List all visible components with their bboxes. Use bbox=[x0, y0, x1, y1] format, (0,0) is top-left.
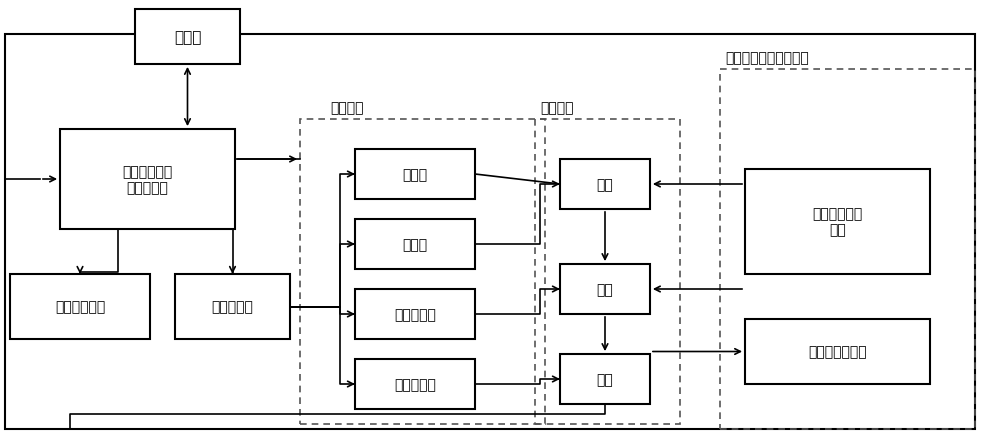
Text: 精筛: 精筛 bbox=[597, 372, 613, 386]
Bar bbox=[300, 120, 545, 424]
Text: 样品泵: 样品泵 bbox=[402, 168, 428, 182]
Bar bbox=[355, 359, 475, 409]
Bar bbox=[5, 35, 975, 429]
Bar bbox=[745, 170, 930, 274]
Text: 光信号检测系统: 光信号检测系统 bbox=[808, 345, 867, 359]
Bar bbox=[10, 274, 150, 339]
Text: 泵驱动模块: 泵驱动模块 bbox=[212, 300, 253, 314]
Text: 精筛废液泵: 精筛废液泵 bbox=[394, 377, 436, 391]
Bar bbox=[355, 150, 475, 200]
Text: 数据采集分析
与控制模块: 数据采集分析 与控制模块 bbox=[122, 165, 173, 194]
Bar bbox=[560, 265, 650, 314]
Bar bbox=[720, 70, 975, 429]
Text: 计算机: 计算机 bbox=[174, 30, 201, 45]
Text: 检测: 检测 bbox=[597, 283, 613, 297]
Bar bbox=[745, 319, 930, 384]
Bar bbox=[560, 354, 650, 404]
Text: 泵控模块: 泵控模块 bbox=[330, 101, 364, 115]
Bar bbox=[175, 274, 290, 339]
Text: 微流芯片: 微流芯片 bbox=[540, 101, 574, 115]
Bar bbox=[60, 130, 235, 230]
Bar bbox=[355, 219, 475, 269]
Bar bbox=[355, 290, 475, 339]
Bar bbox=[135, 10, 240, 65]
Text: 光信号激发与检测模块: 光信号激发与检测模块 bbox=[725, 51, 809, 65]
Text: 粗筛废液泵: 粗筛废液泵 bbox=[394, 307, 436, 321]
Text: 粗筛: 粗筛 bbox=[597, 177, 613, 191]
Text: 光斑激发调制
系统: 光斑激发调制 系统 bbox=[812, 207, 863, 237]
Text: 鞘液泵: 鞘液泵 bbox=[402, 237, 428, 251]
Bar bbox=[535, 120, 680, 424]
Text: 压电驱动模块: 压电驱动模块 bbox=[55, 300, 105, 314]
Bar bbox=[560, 159, 650, 209]
